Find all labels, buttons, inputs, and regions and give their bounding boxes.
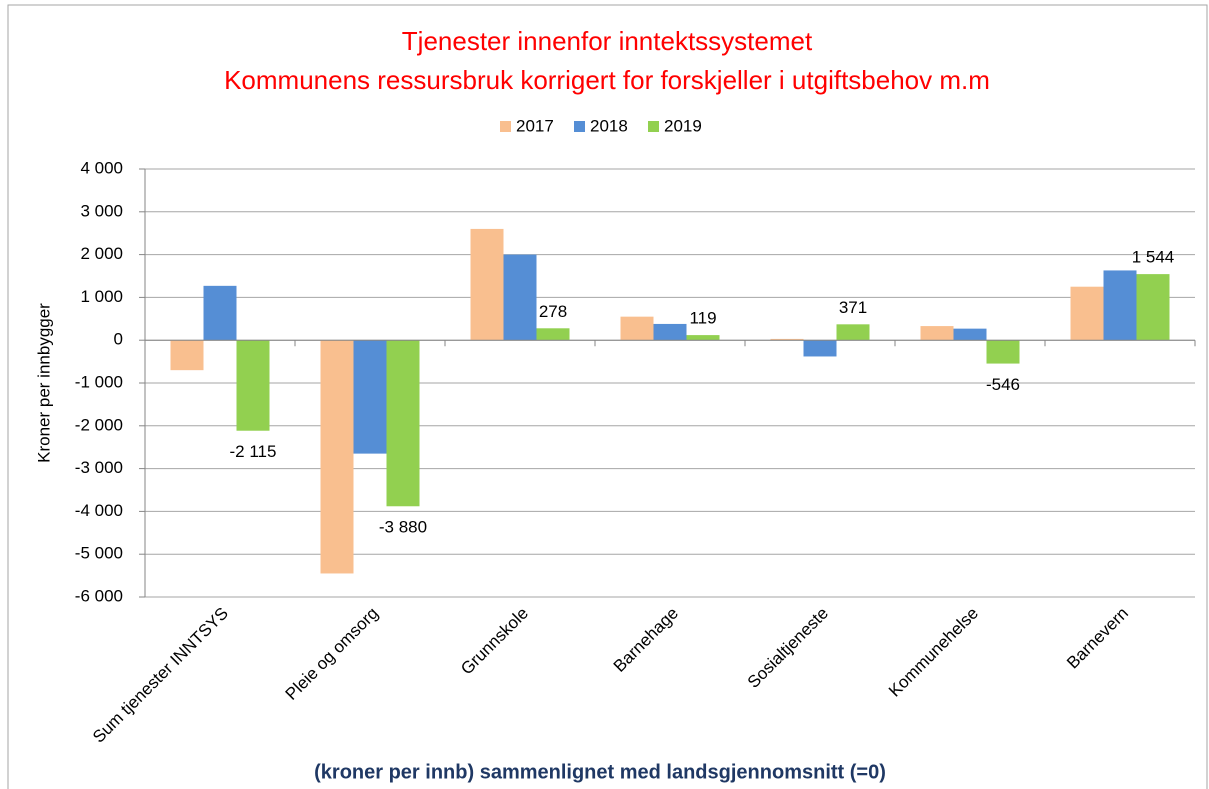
bar <box>470 228 504 341</box>
y-tick-label: 4 000 <box>80 158 123 177</box>
legend-swatch <box>648 121 659 132</box>
bar <box>836 324 870 341</box>
data-label: 371 <box>839 298 867 317</box>
data-label: 1 544 <box>1132 248 1175 267</box>
bar <box>1070 286 1104 341</box>
bar <box>536 328 570 341</box>
bar <box>1136 274 1170 341</box>
bar <box>803 340 837 357</box>
bar <box>503 254 537 341</box>
bar <box>686 335 720 341</box>
bar <box>1103 270 1137 341</box>
y-tick-label: 0 <box>114 330 123 349</box>
bar <box>203 285 237 341</box>
bar <box>236 340 270 431</box>
y-tick-label: -4 000 <box>75 501 123 520</box>
y-axis-label: Kroner per innbygger <box>34 303 53 463</box>
legend-swatch <box>500 121 511 132</box>
bar <box>620 316 654 341</box>
bar <box>920 326 954 341</box>
chart-subtitle: Kommunens ressursbruk korrigert for fors… <box>224 65 990 95</box>
y-tick-label: 2 000 <box>80 244 123 263</box>
bar <box>770 338 804 341</box>
y-tick-label: -5 000 <box>75 544 123 563</box>
bar <box>953 328 987 341</box>
legend-label: 2019 <box>664 116 702 135</box>
chart-frame <box>7 4 1208 789</box>
y-tick-label: 3 000 <box>80 201 123 220</box>
data-label: 278 <box>539 302 567 321</box>
legend-label: 2018 <box>590 116 628 135</box>
data-label: -2 115 <box>230 442 277 461</box>
bar <box>986 340 1020 364</box>
y-tick-label: -3 000 <box>75 458 123 477</box>
chart-title: Tjenester innenfor inntektssystemet <box>402 26 813 56</box>
bar <box>386 340 420 507</box>
y-tick-label: 1 000 <box>80 287 123 306</box>
bar <box>170 340 204 371</box>
data-label: 119 <box>689 309 716 328</box>
data-label: -546 <box>986 375 1020 394</box>
y-tick-label: -1 000 <box>75 372 123 391</box>
bar <box>653 323 687 341</box>
bar <box>353 340 387 454</box>
data-label: -3 880 <box>379 518 427 537</box>
legend-label: 2017 <box>516 116 554 135</box>
legend-swatch <box>574 121 585 132</box>
y-tick-label: -2 000 <box>75 415 123 434</box>
y-tick-label: -6 000 <box>75 586 123 605</box>
bar <box>320 340 354 574</box>
x-axis-label: (kroner per innb) sammenlignet med lands… <box>314 761 886 783</box>
